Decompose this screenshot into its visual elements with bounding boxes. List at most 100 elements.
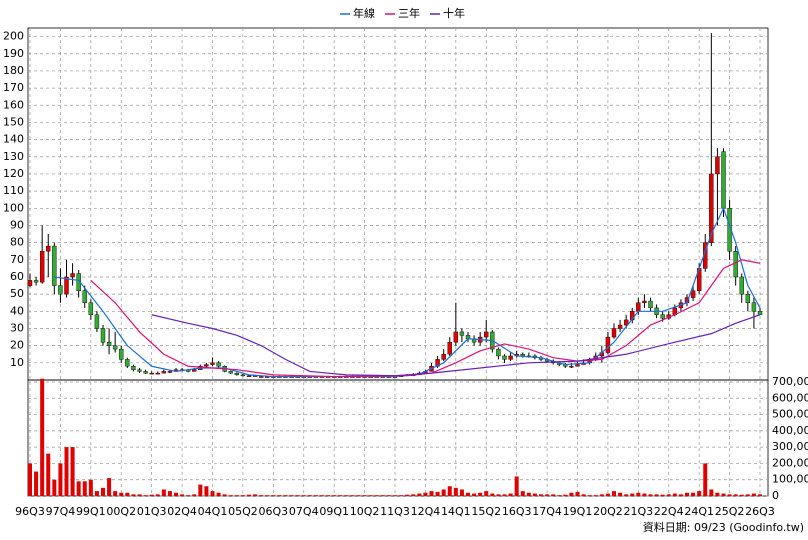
y-tick-label: 160 [3, 98, 24, 111]
x-tick-label: 07Q4 [289, 505, 319, 518]
volume-bar [350, 495, 355, 496]
legend-label: 年線 [353, 6, 375, 20]
candle-body [88, 302, 94, 315]
volume-bar [508, 493, 513, 496]
y-tick-label: 30 [10, 321, 24, 334]
candle-body [611, 328, 617, 338]
volume-bar [216, 492, 221, 496]
volume-bar [222, 494, 227, 496]
volume-bar [326, 495, 331, 496]
volume-bar [575, 491, 580, 496]
candle-body [617, 324, 623, 329]
candle-body [216, 362, 221, 367]
volume-bar [569, 492, 574, 496]
volume-bar [186, 495, 191, 496]
x-tick-label: 96Q3 [15, 505, 45, 518]
volume-bar [727, 494, 732, 496]
candle-body [733, 251, 738, 278]
x-tick-label: 05Q2 [228, 505, 258, 518]
x-tick-label: 01Q3 [137, 505, 167, 518]
candle-body [258, 376, 264, 378]
volume-bar [131, 494, 136, 496]
y-tick-label: 20 [10, 339, 24, 352]
y-tick-label: 200 [3, 30, 24, 43]
ma-line [54, 206, 761, 378]
x-tick-label: 12Q4 [411, 505, 441, 518]
volume-bar [155, 494, 160, 496]
volume-bar [94, 491, 99, 496]
volume-bar [332, 495, 337, 496]
volume-bar [198, 484, 203, 496]
volume-bar [119, 492, 124, 496]
volume-bar [82, 481, 87, 496]
volume-bar [393, 495, 397, 496]
volume-bar [253, 494, 258, 496]
volume-bar [265, 495, 270, 496]
volume-bar [204, 486, 209, 496]
volume-bar [101, 487, 105, 496]
volume-bar [624, 494, 629, 496]
candle-body [131, 366, 136, 370]
volume-bar [234, 495, 239, 496]
volume-bar [411, 494, 416, 496]
volume-bar [380, 495, 385, 496]
x-tick-label: 16Q3 [502, 505, 532, 518]
candle-body [52, 245, 57, 286]
volume-bar [180, 494, 185, 496]
x-tick-label: 24Q1 [684, 505, 714, 518]
volume-bar [28, 463, 32, 496]
y-tick-label: 60 [10, 270, 24, 283]
volume-bar [532, 493, 537, 496]
candle-body [447, 342, 452, 355]
y-tick-label: 90 [10, 218, 24, 231]
volume-bar [466, 492, 470, 496]
candle-body [112, 345, 118, 350]
volume-bar [739, 494, 744, 496]
volume-bar [143, 495, 148, 496]
x-tick-label: 04Q1 [198, 505, 228, 518]
candle-body [58, 285, 63, 295]
volume-bar [283, 495, 288, 496]
volume-bar [320, 495, 324, 496]
volume-tick-label: 700,000 [772, 375, 808, 388]
volume-tick-label: 0 [772, 489, 779, 502]
volume-bar [514, 476, 519, 496]
candle-body [70, 273, 75, 278]
x-tick-label: 11Q3 [380, 505, 410, 518]
volume-bar [313, 495, 318, 496]
candle-body [642, 300, 647, 303]
volume-bar [277, 495, 282, 496]
candle-body [137, 369, 142, 372]
candle-body [210, 362, 215, 365]
candle-body [745, 293, 751, 303]
candle-body [441, 354, 446, 360]
x-tick-label: 25Q2 [715, 505, 745, 518]
x-tick-label: 10Q2 [350, 505, 380, 518]
volume-bar [386, 495, 391, 496]
volume-bar [374, 495, 379, 496]
x-tick-label: 19Q1 [563, 505, 593, 518]
volume-bar [751, 493, 756, 496]
volume-bar [247, 494, 251, 496]
candle-body [636, 302, 641, 312]
volume-bar [526, 492, 531, 496]
candle-body [751, 302, 757, 312]
volume-bar [715, 492, 720, 496]
volume-bar [34, 471, 39, 496]
candle-body [569, 366, 574, 368]
volume-bar [174, 492, 178, 496]
volume-bar [167, 491, 172, 496]
volume-bar [405, 494, 410, 496]
volume-bar [52, 479, 57, 496]
candle-body [228, 371, 233, 374]
price-frame [27, 27, 769, 381]
y-tick-label: 180 [3, 64, 24, 77]
volume-bar [605, 493, 610, 496]
candle-body [240, 374, 246, 377]
volume-bar [612, 491, 616, 496]
volume-bar [295, 495, 300, 496]
volume-bar [76, 481, 81, 496]
volume-bar [551, 494, 556, 496]
x-tick-label: 15Q2 [471, 505, 501, 518]
candle-body [204, 364, 209, 367]
